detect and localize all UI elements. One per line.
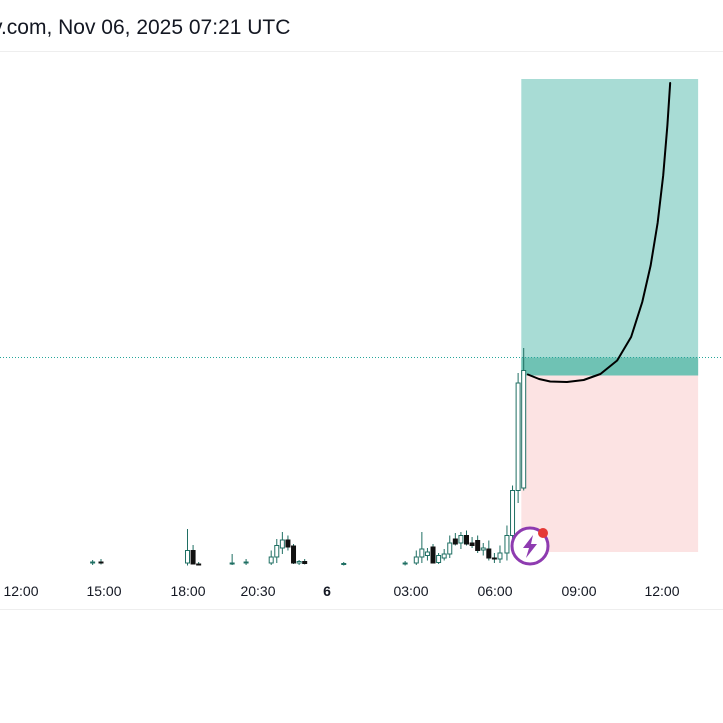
candle-body[interactable] (279, 539, 285, 549)
x-axis-tick-label: 12:00 (644, 583, 679, 599)
candle-body[interactable] (229, 562, 235, 565)
candle-body[interactable] (475, 540, 481, 551)
chart-header: v.com, Nov 06, 2025 07:21 UTC (0, 0, 723, 52)
candle-body[interactable] (441, 553, 447, 559)
loss-zone[interactable] (521, 375, 699, 553)
candle-body[interactable] (491, 557, 497, 560)
candle-body[interactable] (413, 556, 419, 564)
candle-body[interactable] (424, 551, 430, 556)
x-axis-tick-label: 09:00 (561, 583, 596, 599)
candle-body[interactable] (185, 550, 190, 564)
candle-body[interactable] (430, 546, 436, 564)
candle-body[interactable] (291, 545, 297, 564)
notification-dot (538, 528, 548, 538)
candle-body[interactable] (243, 561, 249, 564)
x-axis-tick-label: 12:00 (3, 583, 38, 599)
projection-curve[interactable] (526, 82, 672, 383)
profit-zone[interactable] (521, 79, 699, 376)
candle-body[interactable] (190, 550, 196, 565)
lightning-icon (523, 535, 537, 558)
x-axis-tick-label: 03:00 (393, 583, 428, 599)
candle-body[interactable] (469, 542, 475, 546)
candle-body[interactable] (447, 542, 453, 555)
chart-title: v.com, Nov 06, 2025 07:21 UTC (0, 16, 291, 39)
candle-body[interactable] (341, 563, 347, 565)
candle-body[interactable] (504, 535, 510, 554)
candle-body[interactable] (515, 382, 521, 491)
candle-body[interactable] (285, 539, 291, 548)
candle-body[interactable] (436, 555, 442, 563)
candle-body[interactable] (480, 547, 486, 551)
x-axis-tick-label: 6 (323, 583, 331, 599)
candle-body[interactable] (452, 538, 458, 545)
candle-body[interactable] (458, 535, 464, 544)
candle-body[interactable] (268, 556, 274, 564)
time-axis-divider (0, 609, 723, 610)
candle-body[interactable] (296, 561, 302, 564)
candle-body[interactable] (419, 548, 425, 558)
candle-body[interactable] (98, 561, 104, 564)
x-axis-tick-label: 18:00 (170, 583, 205, 599)
price-chart[interactable]: 12:00 15:00 18:00 20:30 6 03:00 06:00 09:00 12:0… (0, 52, 723, 610)
candle-body[interactable] (486, 548, 492, 559)
candle-body[interactable] (90, 561, 96, 564)
candle-body[interactable] (521, 370, 527, 489)
candle-body[interactable] (274, 545, 280, 558)
x-axis-tick-label: 15:00 (86, 583, 121, 599)
candle-body[interactable] (510, 490, 516, 536)
candle-body[interactable] (196, 563, 202, 566)
candle-body[interactable] (402, 562, 408, 565)
candle-body[interactable] (464, 535, 469, 545)
candle-body[interactable] (302, 561, 308, 564)
x-axis-tick-label: 06:00 (477, 583, 512, 599)
chart-area[interactable]: 12:00 15:00 18:00 20:30 6 03:00 06:00 09:00 12:0… (0, 52, 723, 610)
x-axis-tick-label: 20:30 (240, 583, 275, 599)
candle-body[interactable] (497, 552, 503, 560)
